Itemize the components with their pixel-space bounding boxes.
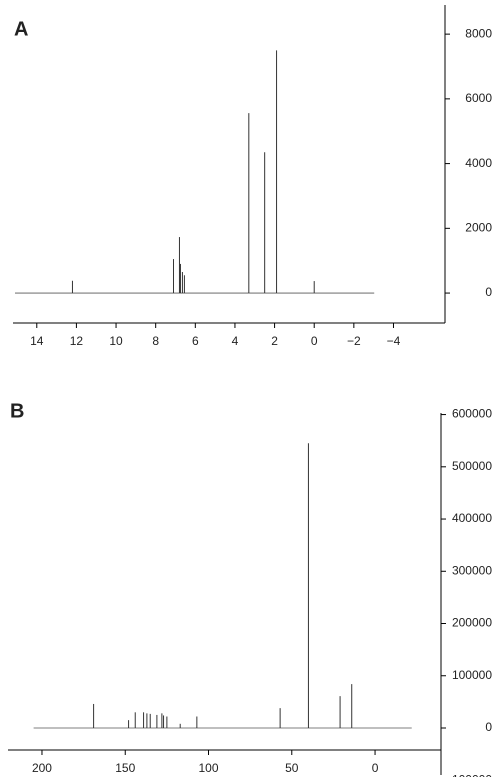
panel-label: B [10,400,24,422]
y-tick-label: 100000 [452,668,492,682]
y-tick-label: -100000 [448,772,492,777]
x-tick-label: 100 [198,761,218,775]
y-tick-label: 4000 [465,156,492,170]
x-tick-label: 0 [311,334,318,348]
y-tick-label: 6000 [465,91,492,105]
x-tick-label: 50 [285,761,299,775]
x-tick-label: 2 [271,334,278,348]
y-tick-label: 500000 [452,459,492,473]
panel-label: A [14,18,28,40]
x-tick-label: 4 [232,334,239,348]
y-tick-label: 400000 [452,511,492,525]
y-tick-label: 0 [485,285,492,299]
x-tick-label: −4 [387,334,401,348]
y-tick-label: 0 [485,720,492,734]
x-tick-label: 150 [115,761,135,775]
x-tick-label: 12 [70,334,84,348]
y-tick-label: 600000 [452,407,492,421]
x-tick-label: 14 [30,334,44,348]
x-tick-label: 8 [152,334,159,348]
x-tick-label: 200 [32,761,52,775]
y-tick-label: 2000 [465,221,492,235]
x-tick-label: 0 [372,761,379,775]
y-tick-label: 300000 [452,563,492,577]
y-tick-label: 8000 [465,26,492,40]
x-tick-label: 6 [192,334,199,348]
x-tick-label: −2 [347,334,361,348]
x-tick-label: 10 [109,334,123,348]
y-tick-label: 200000 [452,616,492,630]
